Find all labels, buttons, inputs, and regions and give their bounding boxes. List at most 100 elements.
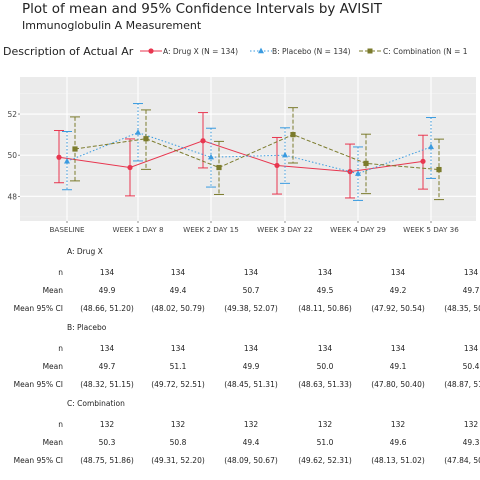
- table-cell: (48.66, 51.20): [80, 304, 134, 313]
- x-tick-label: BASELINE: [50, 225, 85, 234]
- table-row-label-ci: Mean 95% CI: [13, 456, 63, 465]
- table-cell: 51.1: [169, 362, 187, 371]
- table-row-label-n: n: [58, 268, 63, 277]
- table-cell: (48.02, 50.79): [151, 304, 205, 313]
- table-cell: (48.32, 51.15): [80, 380, 134, 389]
- table-cell: 134: [99, 344, 115, 353]
- table-cell: (48.63, 51.33): [298, 380, 352, 389]
- table-row-label-ci: Mean 95% CI: [13, 304, 63, 313]
- summary-table: A: Drug X n 134 134 134 134 134 134 Mean 49.9 49.4…: [0, 246, 480, 480]
- series-layer: [54, 103, 444, 201]
- table-group-title: A: Drug X: [67, 247, 103, 256]
- data-point: [143, 136, 149, 142]
- series-combination: [70, 107, 444, 201]
- table-cell: 134: [170, 344, 186, 353]
- series-line-placebo: [66, 132, 432, 175]
- x-tick-label: WEEK 3 DAY 22: [257, 225, 313, 234]
- table-row-label-mean: Mean: [42, 362, 63, 371]
- data-point: [208, 153, 214, 160]
- y-tick-label: 52: [7, 110, 17, 119]
- series-drug-x: [54, 112, 428, 199]
- axis-layer: 48 50 52 BASELINE WEEK 1 DAY 8 WEEK 2 DAY 15 W…: [7, 110, 459, 234]
- grid-layer: [20, 77, 476, 221]
- table-cell: 132: [463, 420, 479, 429]
- line-chart: 48 50 52 BASELINE WEEK 1 DAY 8 WEEK 2 DAY 15 W…: [7, 77, 476, 234]
- table-cell: 134: [463, 268, 479, 277]
- table-row-label-mean: Mean: [42, 438, 63, 447]
- series-placebo: [62, 103, 436, 201]
- table-row-label-mean: Mean: [42, 286, 63, 295]
- table-row-label-n: n: [58, 420, 63, 429]
- table-cell: 50.8: [169, 438, 187, 447]
- table-cell: 49.6: [389, 438, 407, 447]
- table-cell: (48.35, 50.97): [444, 304, 480, 313]
- table-cell: 49.7: [98, 362, 116, 371]
- legend-item-combination: C: Combination (N = 1: [383, 47, 468, 56]
- data-point: [72, 146, 78, 152]
- data-point: [64, 157, 70, 164]
- table-cell: 49.9: [242, 362, 260, 371]
- table-cell: 49.5: [316, 286, 334, 295]
- chart-title: Plot of mean and 95% Confidence Interval…: [22, 1, 383, 17]
- data-point: [200, 138, 206, 144]
- table-cell: 132: [243, 420, 259, 429]
- legend-key-placebo: [250, 47, 272, 54]
- table-row-label-n: n: [58, 344, 63, 353]
- legend-title: Description of Actual Ar: [3, 45, 134, 58]
- legend-key-combination: [359, 48, 381, 54]
- y-tick-label: 48: [7, 192, 17, 201]
- table-cell: (49.62, 52.31): [298, 456, 352, 465]
- data-point: [274, 162, 280, 169]
- table-cell: 132: [99, 420, 115, 429]
- table-cell: 50.3: [98, 438, 116, 447]
- table-cell: 132: [390, 420, 406, 429]
- table-cell: (48.87, 51.83): [444, 380, 480, 389]
- table-cell: (49.38, 52.07): [224, 304, 278, 313]
- table-cell: 49.7: [462, 286, 480, 295]
- table-cell: (48.45, 51.31): [224, 380, 278, 389]
- table-cell: 51.0: [316, 438, 334, 447]
- table-cell: (48.13, 51.02): [371, 456, 425, 465]
- table-cell: 50.4: [462, 362, 480, 371]
- table-cell: 134: [170, 268, 186, 277]
- table-cell: 50.0: [316, 362, 334, 371]
- table-cell: (48.11, 50.86): [298, 304, 352, 313]
- x-tick-label: WEEK 5 DAY 36: [403, 225, 459, 234]
- series-line-combination: [74, 134, 440, 171]
- table-group-title: C: Combination: [67, 399, 125, 408]
- legend-item-drug-x: A: Drug X (N = 134): [163, 47, 239, 56]
- table-cell: 50.7: [242, 286, 260, 295]
- data-point: [290, 132, 296, 138]
- table-cell: 49.4: [169, 286, 187, 295]
- table-cell: 134: [99, 268, 115, 277]
- data-point: [282, 151, 288, 158]
- data-point: [363, 160, 369, 166]
- table-cell: (47.80, 50.40): [371, 380, 425, 389]
- table-cell: 134: [317, 268, 333, 277]
- table-cell: 134: [243, 344, 259, 353]
- table-cell: 49.3: [462, 438, 480, 447]
- data-point: [56, 154, 62, 160]
- table-cell: 134: [390, 344, 406, 353]
- data-point: [216, 164, 222, 171]
- table-cell: (48.09, 50.67): [224, 456, 278, 465]
- table-cell: (47.92, 50.54): [371, 304, 425, 313]
- table-cell: 132: [170, 420, 186, 429]
- x-tick-label: WEEK 1 DAY 8: [112, 225, 163, 234]
- legend: Description of Actual Ar A: Drug X (N = …: [0, 40, 480, 64]
- y-tick-label: 50: [7, 151, 17, 160]
- table-cell: (49.31, 52.20): [151, 456, 205, 465]
- legend-key-drug-x: [140, 48, 162, 54]
- table-cell: 49.9: [98, 286, 116, 295]
- table-row-label-ci: Mean 95% CI: [13, 380, 63, 389]
- table-cell: 134: [390, 268, 406, 277]
- legend-item-placebo: B: Placebo (N = 134): [272, 47, 351, 56]
- table-cell: 134: [317, 344, 333, 353]
- x-tick-label: WEEK 2 DAY 15: [183, 225, 239, 234]
- x-tick-label: WEEK 4 DAY 29: [330, 225, 386, 234]
- table-cell: 134: [243, 268, 259, 277]
- data-point: [127, 164, 133, 171]
- table-cell: 49.4: [242, 438, 260, 447]
- table-cell: 132: [317, 420, 333, 429]
- data-point: [135, 129, 141, 135]
